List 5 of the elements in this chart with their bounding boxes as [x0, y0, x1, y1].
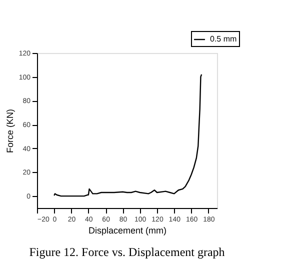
line-series — [54, 74, 202, 197]
legend-label: 0.5 mm — [210, 34, 238, 44]
x-axis-title: Displacement (mm) — [88, 226, 167, 236]
text: Figure 12. Force vs. Displacement graph — [29, 245, 225, 259]
y-axis-title: Force (KN) — [4, 108, 15, 154]
